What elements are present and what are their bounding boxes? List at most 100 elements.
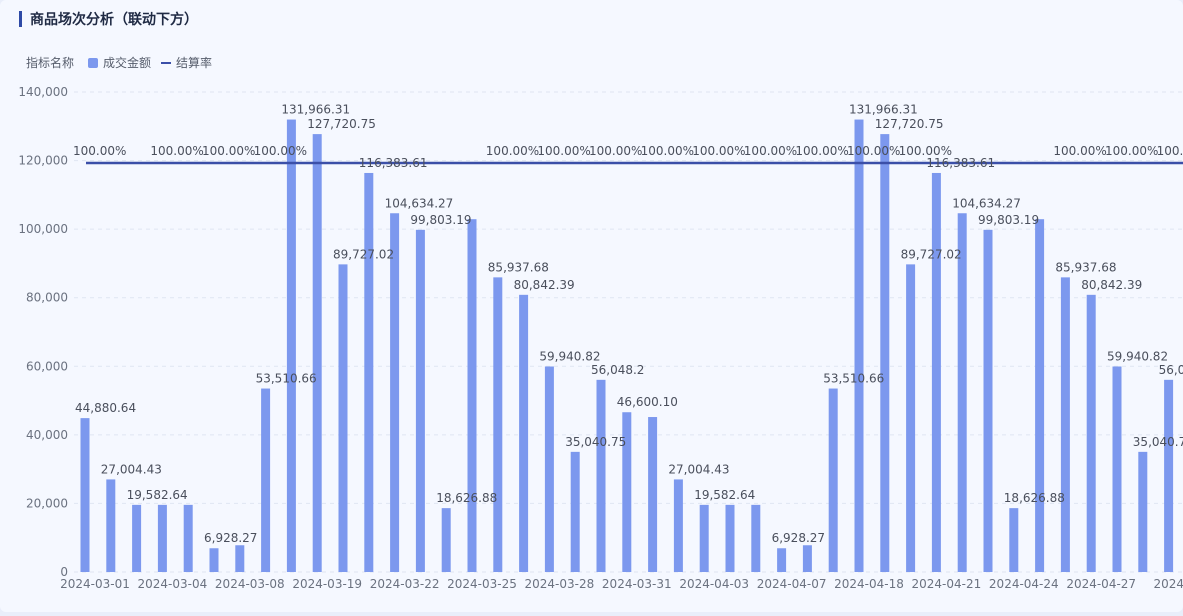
bar-data-label: 27,004.43 [668, 462, 729, 476]
bar-data-label: 104,634.27 [952, 196, 1021, 210]
bar-data-label: 116,383.61 [926, 156, 995, 170]
bar-data-label: 35,040.75 [565, 435, 626, 449]
line-data-label: 100.00% [744, 144, 797, 158]
bar [544, 366, 554, 572]
bar [519, 294, 529, 572]
legend-line-name: 结算率 [176, 56, 213, 70]
legend-label: 指标名称 [26, 56, 75, 70]
bar-data-label: 56,048 [1159, 363, 1183, 377]
bar [390, 213, 400, 572]
bar-data-label: 89,727.02 [333, 247, 394, 261]
y-tick-label: 120,000 [18, 154, 68, 168]
bar [441, 508, 451, 572]
bar-data-label: 99,803.19 [410, 213, 471, 227]
line-data-label: 100.00% [202, 144, 255, 158]
bar [570, 451, 580, 572]
bar [80, 418, 90, 572]
y-tick-label: 80,000 [26, 291, 68, 305]
bar [493, 277, 503, 572]
x-tick-label: 2024-03-31 [602, 577, 672, 591]
line-data-label: 100.00% [692, 144, 745, 158]
line-data-label: 100.00% [899, 144, 952, 158]
line-data-label: 100.00% [795, 144, 848, 158]
bar [622, 412, 632, 572]
x-tick-label: 2024-04-24 [989, 577, 1059, 591]
bar [467, 219, 477, 572]
bar [1009, 508, 1019, 572]
bar-data-label: 53,510.66 [823, 372, 884, 386]
y-tick-label: 40,000 [26, 428, 68, 442]
legend-item-bar[interactable]: 成交金额 [88, 54, 151, 71]
bar-data-label: 6,928.27 [772, 531, 825, 545]
y-tick-label: 140,000 [18, 85, 68, 99]
bar [183, 504, 193, 572]
x-tick-label: 2024-03-28 [525, 577, 595, 591]
bar [777, 548, 787, 572]
x-tick-label: 2024-04-27 [1066, 577, 1136, 591]
line-data-label: 100.00% [486, 144, 539, 158]
legend-line-swatch [161, 61, 172, 64]
bar [957, 213, 967, 572]
x-tick-label: 2024-04 [1154, 577, 1183, 591]
bar-data-label: 46,600.10 [617, 395, 678, 409]
bar [596, 379, 606, 572]
x-tick-label: 2024-04-03 [679, 577, 749, 591]
bar [931, 172, 941, 573]
bar [906, 264, 916, 572]
bar-data-label: 127,720.75 [307, 117, 376, 131]
bar [880, 134, 890, 572]
bar [1035, 219, 1045, 572]
line-data-label: 100.00% [641, 144, 694, 158]
bar [828, 388, 838, 572]
bar [802, 545, 812, 572]
bar-data-label: 18,626.88 [1004, 491, 1065, 505]
x-tick-label: 2024-04-21 [912, 577, 982, 591]
line-data-label: 100.00% [73, 144, 126, 158]
line-data-label: 100.00% [1105, 144, 1158, 158]
bar [261, 388, 271, 572]
legend: 指标名称 成交金额 结算率 [26, 54, 222, 71]
bar-data-label: 35,040.75 [1133, 435, 1183, 449]
panel-title: 商品场次分析（联动下方） [30, 12, 198, 28]
bar [983, 229, 993, 572]
bar-data-label: 59,940.82 [539, 349, 600, 363]
y-tick-label: 20,000 [26, 496, 68, 510]
line-data-label: 100.00% [847, 144, 900, 158]
legend-bar-swatch [88, 57, 99, 68]
bar [751, 504, 761, 572]
bar-data-label: 131,966.31 [849, 103, 918, 117]
bar-data-label: 116,383.61 [359, 156, 428, 170]
x-tick-label: 2024-03-08 [215, 577, 285, 591]
bar [364, 172, 374, 573]
bar-data-label: 19,582.64 [694, 488, 755, 502]
line-data-label: 100.00% [589, 144, 642, 158]
x-tick-label: 2024-03-01 [60, 577, 130, 591]
bar-data-label: 89,727.02 [901, 247, 962, 261]
x-tick-label: 2024-03-04 [138, 577, 208, 591]
bar-data-label: 18,626.88 [436, 491, 497, 505]
bar-data-label: 85,937.68 [488, 260, 549, 274]
bar [106, 479, 116, 572]
bar-data-label: 53,510.66 [256, 372, 317, 386]
x-tick-label: 2024-03-22 [370, 577, 440, 591]
bar-data-label: 80,842.39 [1081, 278, 1142, 292]
bar [235, 545, 245, 572]
line-data-label: 100.00% [1157, 144, 1183, 158]
line-data-label: 100.00% [150, 144, 203, 158]
bar-data-label: 99,803.19 [978, 213, 1039, 227]
bar [209, 548, 219, 572]
title-accent [19, 11, 22, 27]
line-data-label: 100.00% [537, 144, 590, 158]
legend-bar-name: 成交金额 [103, 56, 152, 70]
bar-data-label: 80,842.39 [514, 278, 575, 292]
legend-item-line[interactable]: 结算率 [161, 54, 212, 71]
bar [1112, 366, 1122, 572]
bar-data-label: 131,966.31 [281, 103, 350, 117]
bar [854, 119, 864, 573]
bar-data-label: 85,937.68 [1055, 260, 1116, 274]
bar [1138, 451, 1148, 572]
bar [1060, 277, 1070, 572]
x-tick-label: 2024-04-18 [834, 577, 904, 591]
